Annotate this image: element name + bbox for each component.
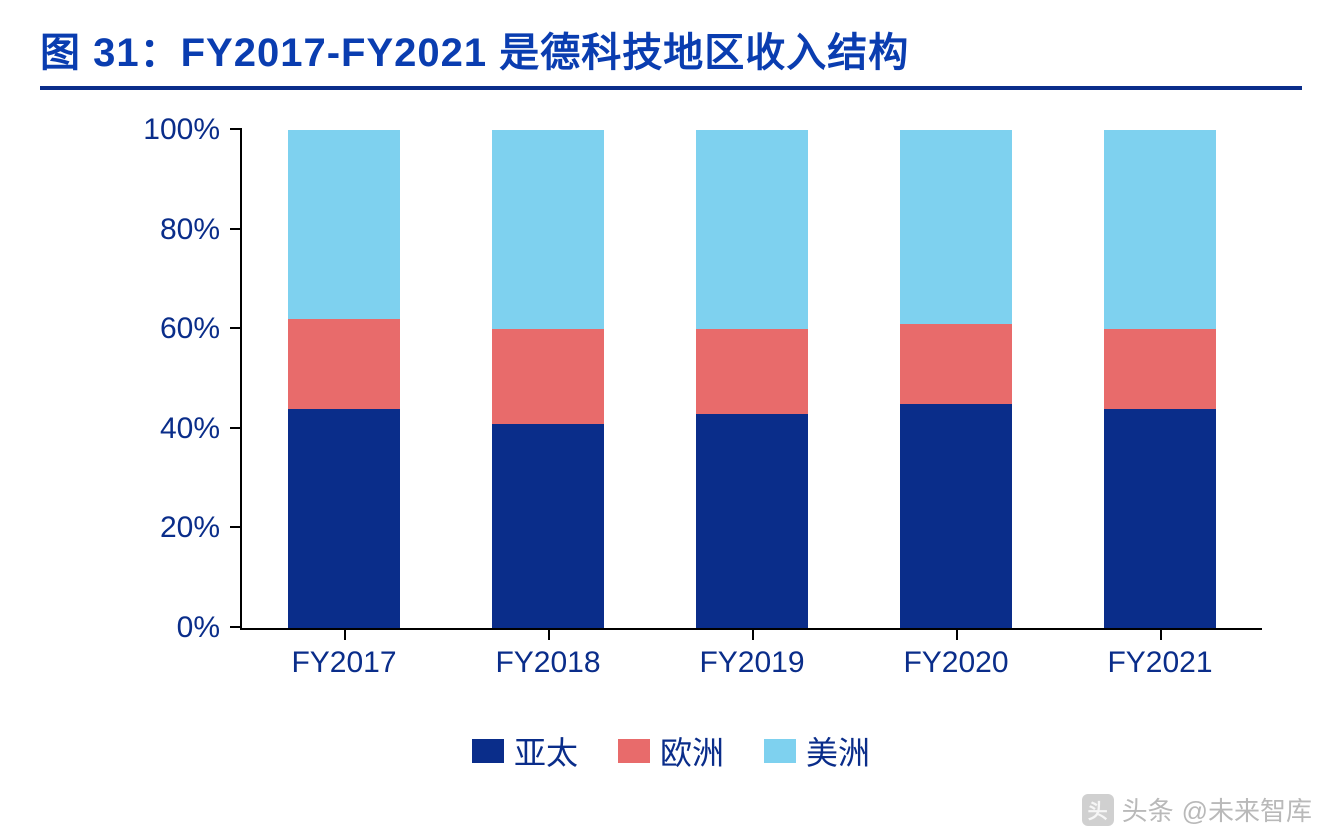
legend-label: 亚太 — [514, 728, 578, 774]
legend-label: 美洲 — [806, 728, 870, 774]
legend-item: 美洲 — [764, 728, 870, 774]
legend-swatch — [472, 739, 504, 763]
bar-segment — [696, 329, 808, 414]
y-axis-label: 40% — [160, 412, 242, 446]
watermark-icon: 头 — [1082, 794, 1114, 826]
legend-item: 欧洲 — [618, 728, 724, 774]
chart-title: 图 31：FY2017-FY2021 是德科技地区收入结构 — [40, 20, 1302, 78]
bar-segment — [900, 324, 1012, 404]
legend-label: 欧洲 — [660, 728, 724, 774]
legend-swatch — [618, 739, 650, 763]
bar-segment — [1104, 130, 1216, 329]
x-axis-label: FY2020 — [903, 628, 1008, 680]
bar-segment — [900, 404, 1012, 628]
x-axis-label: FY2019 — [699, 628, 804, 680]
legend: 亚太 欧洲 美洲 — [40, 728, 1302, 774]
x-axis-label: FY2018 — [495, 628, 600, 680]
bar-segment — [1104, 409, 1216, 628]
stacked-bar — [900, 130, 1012, 628]
stacked-bar — [492, 130, 604, 628]
stacked-bar — [1104, 130, 1216, 628]
bar-segment — [492, 424, 604, 628]
watermark-prefix: 头条 — [1122, 791, 1174, 828]
bar-segment — [696, 130, 808, 329]
watermark-text: @未来智库 — [1182, 791, 1312, 828]
stacked-bar — [288, 130, 400, 628]
y-axis-label: 100% — [143, 113, 242, 147]
bar-segment — [696, 414, 808, 628]
y-axis-label: 20% — [160, 511, 242, 545]
bar-segment — [900, 130, 1012, 324]
y-axis-label: 60% — [160, 312, 242, 346]
watermark: 头 头条 @未来智库 — [1082, 791, 1312, 828]
legend-item: 亚太 — [472, 728, 578, 774]
stacked-bar — [696, 130, 808, 628]
bar-segment — [288, 130, 400, 319]
bar-segment — [288, 409, 400, 628]
y-axis-label: 80% — [160, 213, 242, 247]
chart-title-wrap: 图 31：FY2017-FY2021 是德科技地区收入结构 — [40, 20, 1302, 90]
plot-region: 0%20%40%60%80%100%FY2017FY2018FY2019FY20… — [240, 130, 1262, 630]
x-axis-label: FY2017 — [291, 628, 396, 680]
x-axis-label: FY2021 — [1107, 628, 1212, 680]
bar-segment — [492, 329, 604, 424]
y-axis-label: 0% — [177, 611, 242, 645]
bar-segment — [492, 130, 604, 329]
legend-swatch — [764, 739, 796, 763]
bar-segment — [1104, 329, 1216, 409]
chart-area: 0%20%40%60%80%100%FY2017FY2018FY2019FY20… — [140, 130, 1262, 690]
bar-segment — [288, 319, 400, 409]
